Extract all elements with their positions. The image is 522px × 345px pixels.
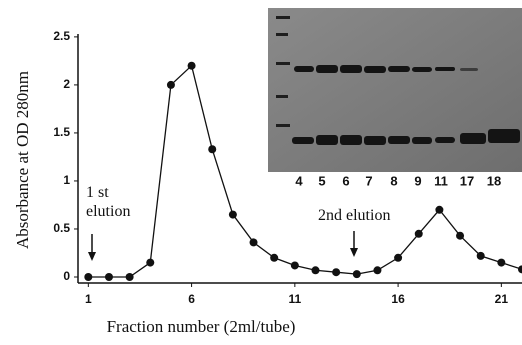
data-point <box>497 259 505 267</box>
data-point <box>146 259 154 267</box>
data-point <box>84 273 92 281</box>
lane-label: 18 <box>487 173 501 188</box>
data-point <box>105 273 113 281</box>
data-point <box>518 265 522 273</box>
data-point <box>270 254 278 262</box>
annotation: 2nd elution <box>318 206 428 225</box>
data-point <box>229 211 237 219</box>
lane-label: 9 <box>414 173 421 188</box>
y-tick-label: 1 <box>63 173 70 187</box>
lane-label: 8 <box>390 173 397 188</box>
chart: Fraction number (2ml/tube) Absorbance at… <box>0 0 522 345</box>
data-point <box>208 145 216 153</box>
x-axis-label: Fraction number (2ml/tube) <box>107 317 296 336</box>
data-point <box>415 230 423 238</box>
lane-label: 17 <box>460 173 474 188</box>
lane-label: 4 <box>295 173 303 188</box>
y-tick-label: 2 <box>63 77 70 91</box>
data-point <box>167 81 175 89</box>
x-tick-label: 16 <box>391 292 405 306</box>
data-point <box>126 273 134 281</box>
x-tick-label: 21 <box>495 292 509 306</box>
x-tick-label: 6 <box>188 292 195 306</box>
y-axis-label: Absorbance at OD 280nm <box>13 71 32 249</box>
x-tick-label: 1 <box>85 292 92 306</box>
y-tick-label: 1.5 <box>53 125 70 139</box>
data-point <box>435 206 443 214</box>
data-point <box>311 266 319 274</box>
data-point <box>353 270 361 278</box>
data-point <box>332 268 340 276</box>
data-point <box>394 254 402 262</box>
data-point <box>250 238 258 246</box>
gel-image <box>268 8 522 172</box>
data-point <box>291 261 299 269</box>
y-tick-label: 0.5 <box>53 221 70 235</box>
data-point <box>188 62 196 70</box>
y-tick-label: 2.5 <box>53 29 70 43</box>
lane-label: 11 <box>434 173 448 188</box>
x-tick-label: 11 <box>288 292 301 306</box>
annotation: 1 st elution <box>86 183 146 221</box>
data-point <box>477 252 485 260</box>
data-point <box>456 232 464 240</box>
lane-label: 5 <box>318 173 325 188</box>
lane-label: 6 <box>342 173 349 188</box>
y-tick-label: 0 <box>63 269 70 283</box>
lane-label: 7 <box>365 173 372 188</box>
arrows <box>88 231 358 261</box>
page: {"chart_data": {"type": "line", "x_label… <box>0 0 522 345</box>
data-point <box>373 266 381 274</box>
